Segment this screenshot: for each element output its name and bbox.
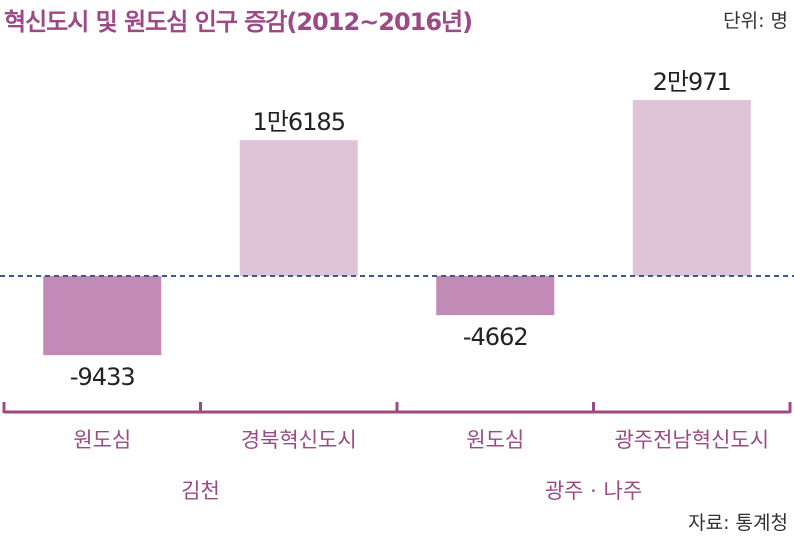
data-label-2: 1만6185 xyxy=(253,108,345,136)
category-label-4: 광주전남혁신도시 xyxy=(614,428,769,452)
bar-3 xyxy=(436,276,555,316)
chart-title: 혁신도시 및 원도심 인구 증감(2012~2016년) xyxy=(4,8,473,36)
data-label-4: 2만971 xyxy=(653,68,731,96)
category-label-3: 원도심 xyxy=(466,428,524,452)
group-label-1: 김천 xyxy=(181,479,220,503)
category-label-2: 경북혁신도시 xyxy=(241,428,357,452)
bar-1 xyxy=(43,276,162,356)
unit-label: 단위: 명 xyxy=(723,10,788,32)
bar-4 xyxy=(632,100,751,276)
category-label-1: 원도심 xyxy=(73,428,131,452)
data-label-3: -4662 xyxy=(463,323,528,351)
group-label-2: 광주 · 나주 xyxy=(545,479,642,503)
source-label: 자료: 통계청 xyxy=(688,512,788,534)
bar-2 xyxy=(239,140,358,276)
data-label-1: -9433 xyxy=(70,363,135,391)
